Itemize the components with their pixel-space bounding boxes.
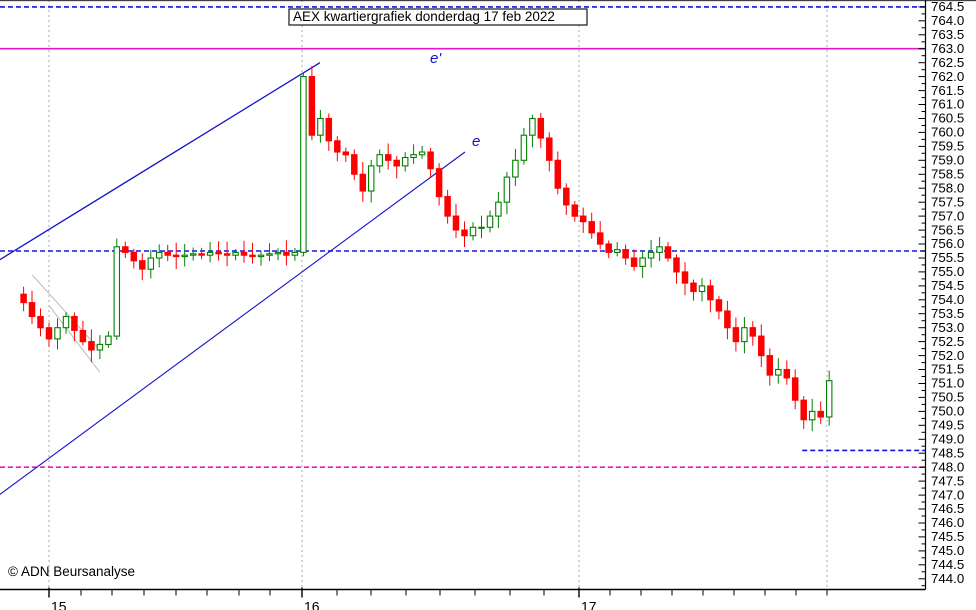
svg-text:754.5: 754.5 <box>931 278 964 293</box>
svg-text:15: 15 <box>51 599 67 610</box>
svg-text:AEX kwartiergrafiek donderdag: AEX kwartiergrafiek donderdag 17 feb 202… <box>293 9 555 24</box>
svg-text:746.0: 746.0 <box>931 515 964 530</box>
svg-text:753.0: 753.0 <box>931 320 964 335</box>
svg-text:748.5: 748.5 <box>931 445 964 460</box>
svg-text:745.5: 745.5 <box>931 529 964 544</box>
svg-text:762.5: 762.5 <box>931 55 964 70</box>
svg-text:16: 16 <box>304 599 320 610</box>
svg-text:757.5: 757.5 <box>931 194 964 209</box>
svg-text:760.0: 760.0 <box>931 125 964 140</box>
svg-text:754.0: 754.0 <box>931 292 964 307</box>
svg-text:752.0: 752.0 <box>931 348 964 363</box>
svg-text:759.5: 759.5 <box>931 139 964 154</box>
svg-text:744.5: 744.5 <box>931 557 964 572</box>
svg-text:759.0: 759.0 <box>931 153 964 168</box>
svg-text:750.0: 750.0 <box>931 404 964 419</box>
svg-text:752.5: 752.5 <box>931 334 964 349</box>
svg-text:756.5: 756.5 <box>931 222 964 237</box>
svg-text:755.0: 755.0 <box>931 264 964 279</box>
svg-text:761.5: 761.5 <box>931 83 964 98</box>
svg-text:e': e' <box>430 50 442 67</box>
svg-text:764.5: 764.5 <box>931 0 964 14</box>
svg-text:747.5: 747.5 <box>931 473 964 488</box>
svg-text:751.0: 751.0 <box>931 376 964 391</box>
svg-text:758.0: 758.0 <box>931 180 964 195</box>
svg-text:747.0: 747.0 <box>931 487 964 502</box>
svg-text:763.5: 763.5 <box>931 27 964 42</box>
svg-text:761.0: 761.0 <box>931 97 964 112</box>
svg-text:749.5: 749.5 <box>931 418 964 433</box>
svg-text:744.0: 744.0 <box>931 571 964 586</box>
svg-text:753.5: 753.5 <box>931 306 964 321</box>
svg-text:750.5: 750.5 <box>931 390 964 405</box>
svg-text:760.5: 760.5 <box>931 111 964 126</box>
svg-text:748.0: 748.0 <box>931 459 964 474</box>
svg-text:17: 17 <box>581 599 597 610</box>
svg-text:763.0: 763.0 <box>931 41 964 56</box>
svg-text:758.5: 758.5 <box>931 167 964 182</box>
svg-text:755.5: 755.5 <box>931 250 964 265</box>
svg-text:764.0: 764.0 <box>931 13 964 28</box>
svg-text:© ADN Beursanalyse: © ADN Beursanalyse <box>8 564 135 579</box>
svg-text:e: e <box>472 133 480 150</box>
svg-text:756.0: 756.0 <box>931 236 964 251</box>
svg-text:751.5: 751.5 <box>931 362 964 377</box>
svg-text:762.0: 762.0 <box>931 69 964 84</box>
svg-text:757.0: 757.0 <box>931 208 964 223</box>
svg-text:745.0: 745.0 <box>931 543 964 558</box>
svg-text:746.5: 746.5 <box>931 501 964 516</box>
svg-text:749.0: 749.0 <box>931 432 964 447</box>
